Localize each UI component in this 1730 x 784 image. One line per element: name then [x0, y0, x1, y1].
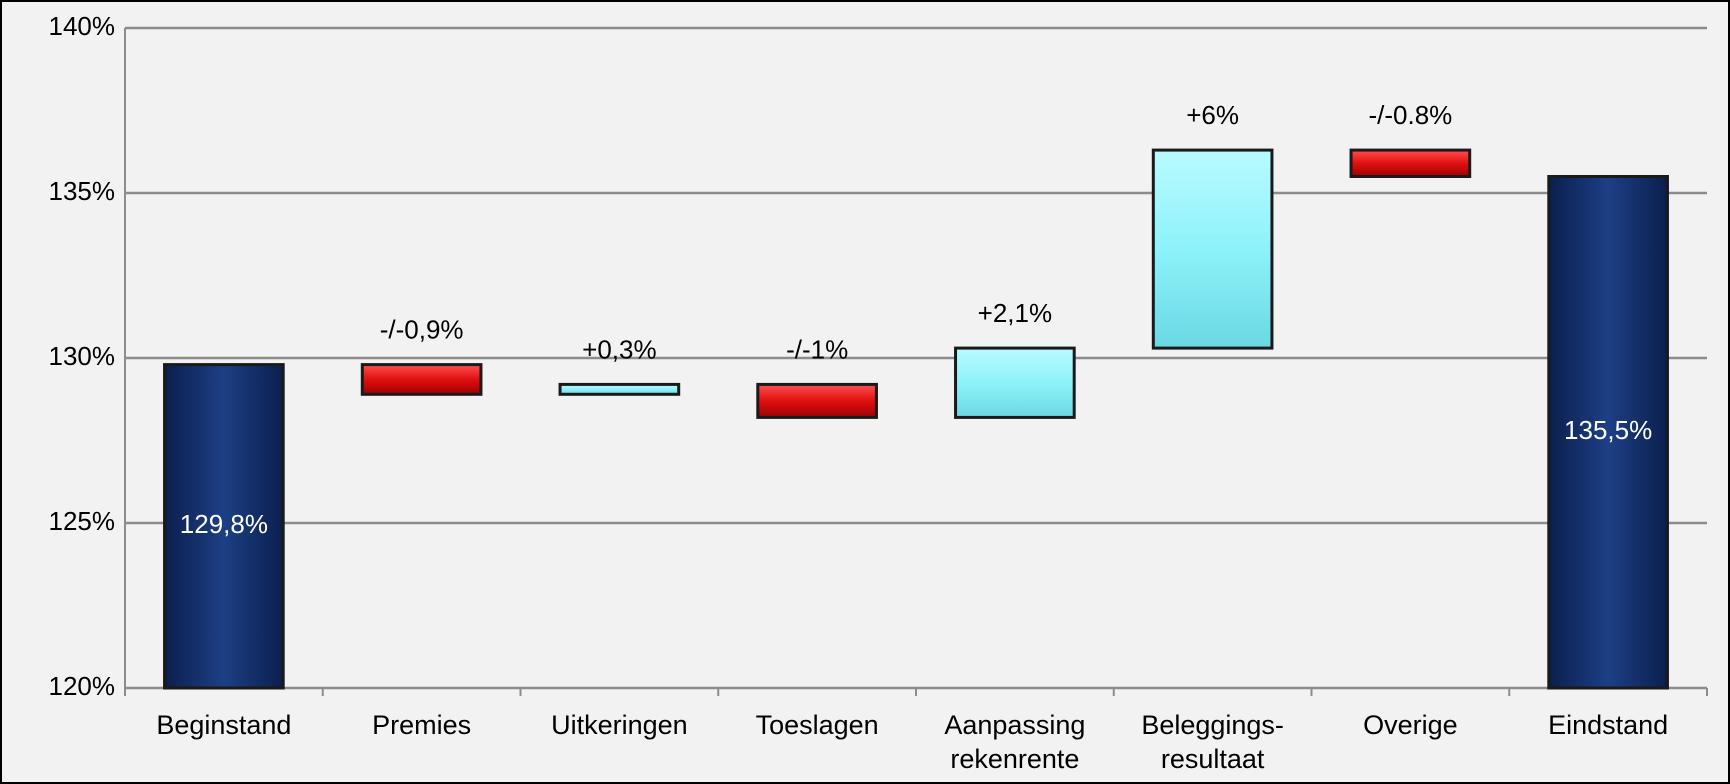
bar: [360, 363, 483, 396]
data-label: +6%: [1186, 100, 1239, 130]
x-tick-label: Overige: [1363, 710, 1458, 740]
bar: [163, 363, 285, 690]
x-tick-label: Beginstand: [156, 710, 292, 740]
data-label: 135,5%: [1564, 415, 1652, 445]
bar: [1349, 148, 1472, 179]
y-tick-label: 130%: [49, 341, 116, 371]
data-label: +0,3%: [582, 334, 656, 364]
x-tick-label: Uitkeringen: [551, 710, 688, 740]
data-label: +2,1%: [978, 298, 1052, 328]
bar: [1547, 175, 1669, 690]
y-tick-label: 140%: [49, 11, 116, 41]
y-tick-label: 135%: [49, 176, 116, 206]
bar: [756, 382, 878, 419]
x-tick-label: Beleggings-resultaat: [1141, 710, 1284, 774]
bar: [558, 382, 681, 396]
data-label: -/-1%: [786, 334, 848, 364]
x-tick-label: Aanpassing rekenrente: [944, 710, 1086, 774]
data-label: 129,8%: [180, 509, 268, 539]
x-tick-label: Eindstand: [1548, 710, 1669, 740]
bar: [1151, 148, 1274, 350]
data-label: -/-0,9%: [380, 314, 464, 344]
data-label: -/-0.8%: [1368, 100, 1452, 130]
y-tick-label: 120%: [49, 671, 116, 701]
x-tick-label: Premies: [372, 710, 472, 740]
y-tick-label: 125%: [49, 506, 116, 536]
x-tick-label: Toeslagen: [755, 710, 879, 740]
bar: [954, 346, 1076, 419]
